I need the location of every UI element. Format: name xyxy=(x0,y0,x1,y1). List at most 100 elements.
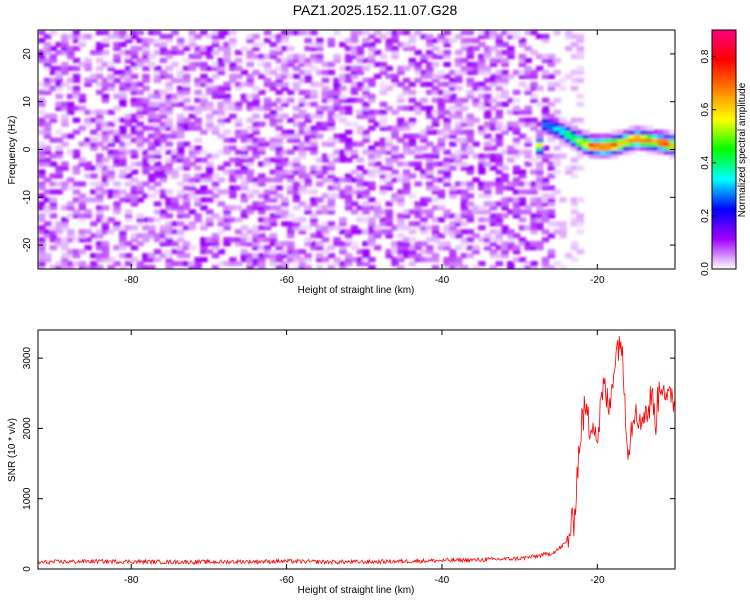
spectrogram-cell xyxy=(240,257,249,263)
spectrogram-cell xyxy=(362,241,370,247)
spectrogram-cell xyxy=(344,145,353,151)
spectrogram-cell xyxy=(148,145,156,151)
spectrogram-cell xyxy=(84,161,92,167)
spectrogram-cell xyxy=(530,201,538,207)
spectrogram-cell xyxy=(211,125,220,131)
spectrogram-cell xyxy=(530,73,538,79)
spectrogram-cell xyxy=(483,209,492,215)
spectrogram-cell xyxy=(61,41,69,48)
spectrogram-cell xyxy=(536,213,544,219)
spectrogram-cell xyxy=(194,97,202,103)
spectrogram-cell xyxy=(171,241,179,247)
spectrogram-cell xyxy=(269,185,278,191)
spectrogram-cell xyxy=(431,217,440,223)
spectrogram-cell xyxy=(153,41,162,48)
spectrogram-cell xyxy=(431,257,440,263)
spectrogram-cell xyxy=(66,133,75,139)
spectrogram-cell xyxy=(425,105,434,111)
spectrogram-cell xyxy=(379,169,388,175)
spectrogram-cell xyxy=(298,129,307,135)
spectrogram-cell xyxy=(472,101,480,107)
spectrogram-cell xyxy=(536,121,544,127)
spectrogram-cell xyxy=(49,225,58,231)
spectrogram-cell xyxy=(176,233,185,239)
spectrogram-cell xyxy=(437,109,446,115)
spectrogram-cell xyxy=(339,249,347,255)
spectrogram-cell xyxy=(373,165,382,171)
spectrogram-cell xyxy=(124,209,133,215)
spectrogram-cell xyxy=(136,129,144,135)
spectrogram-cell xyxy=(234,161,243,167)
spectrogram-cell xyxy=(437,137,446,143)
spectrogram-cell xyxy=(472,209,480,215)
spectrogram-cell xyxy=(229,77,237,83)
spectrogram-cell xyxy=(61,241,69,247)
spectrogram-cell xyxy=(136,61,144,68)
spectrogram-cell xyxy=(402,181,411,187)
spectrogram-cell xyxy=(275,241,283,247)
spectrogram-cell xyxy=(84,197,92,203)
spectrogram-cell xyxy=(43,129,52,135)
spectrogram-cell xyxy=(119,241,127,247)
spectrogram-cell xyxy=(252,125,260,131)
spectrogram-cell xyxy=(263,97,272,103)
spectrogram-cell xyxy=(142,137,150,143)
spectrogram-cell xyxy=(38,57,46,64)
spectrogram-cell xyxy=(194,121,202,127)
spectrogram-cell xyxy=(321,89,330,95)
spectrogram-cell xyxy=(205,105,214,111)
spectrogram-cell xyxy=(49,237,58,243)
spectrogram-cell xyxy=(391,49,399,56)
spectrogram-cell xyxy=(49,45,58,52)
spectrogram-cell xyxy=(176,125,185,131)
spectrogram-cell xyxy=(223,101,231,107)
spectrogram-cell xyxy=(55,81,63,87)
snr-x-ticks: -80 -60 -40 -20 xyxy=(124,330,605,586)
spectrogram-cell xyxy=(148,253,156,259)
spectrogram-cell xyxy=(547,57,556,64)
spectrogram-cell xyxy=(356,49,365,56)
spectrogram-cell xyxy=(651,149,660,155)
spectrogram-cell xyxy=(66,253,75,259)
spectrogram-cell xyxy=(101,93,110,99)
spectrogram-cell xyxy=(315,245,324,251)
spectrogram-cell xyxy=(136,45,144,52)
spectrogram-cell xyxy=(211,33,220,40)
spectrogram-cell xyxy=(66,33,75,40)
spectrogram-cell xyxy=(362,85,370,91)
spectrogram-cell xyxy=(55,145,63,151)
spectrogram-cell xyxy=(101,181,110,187)
spectrogram-cell xyxy=(292,181,301,187)
spectrogram-cell xyxy=(466,49,475,56)
spectrogram-cell xyxy=(368,53,376,60)
spectrogram-cell xyxy=(130,101,139,107)
spectrogram-cell xyxy=(95,81,104,87)
spectrogram-cell xyxy=(483,85,492,91)
spectrogram-cell xyxy=(95,125,104,131)
spectrogram-cell xyxy=(373,161,382,167)
spectrogram-cell xyxy=(507,121,515,127)
spectrogram-cell xyxy=(512,129,521,135)
spectrogram-cell xyxy=(431,121,440,127)
spectrogram-cell xyxy=(327,125,336,131)
spectrogram-cell xyxy=(43,233,52,239)
spectrogram-cell xyxy=(287,245,295,251)
spectrogram-cell xyxy=(292,145,301,151)
spectrogram-cell xyxy=(194,217,202,223)
spectrogram-cell xyxy=(397,97,405,103)
spectrogram-cell xyxy=(315,81,324,87)
spectrogram-cell xyxy=(483,65,492,72)
spectrogram-cell xyxy=(622,149,631,155)
spectrogram-cell xyxy=(501,245,509,251)
spectrogram-cell xyxy=(194,177,202,183)
spectrogram-cell xyxy=(159,225,168,231)
spectrogram-cell xyxy=(536,181,544,187)
spectrogram-cell xyxy=(142,41,150,48)
colorbar-tick-label: 0.4 xyxy=(700,155,711,169)
spectrogram-cell xyxy=(148,177,156,183)
spectrogram-cell xyxy=(431,153,440,159)
spectrogram-cell xyxy=(113,30,121,36)
spectrogram-cell xyxy=(356,57,365,64)
spectrogram-cell xyxy=(246,265,254,269)
